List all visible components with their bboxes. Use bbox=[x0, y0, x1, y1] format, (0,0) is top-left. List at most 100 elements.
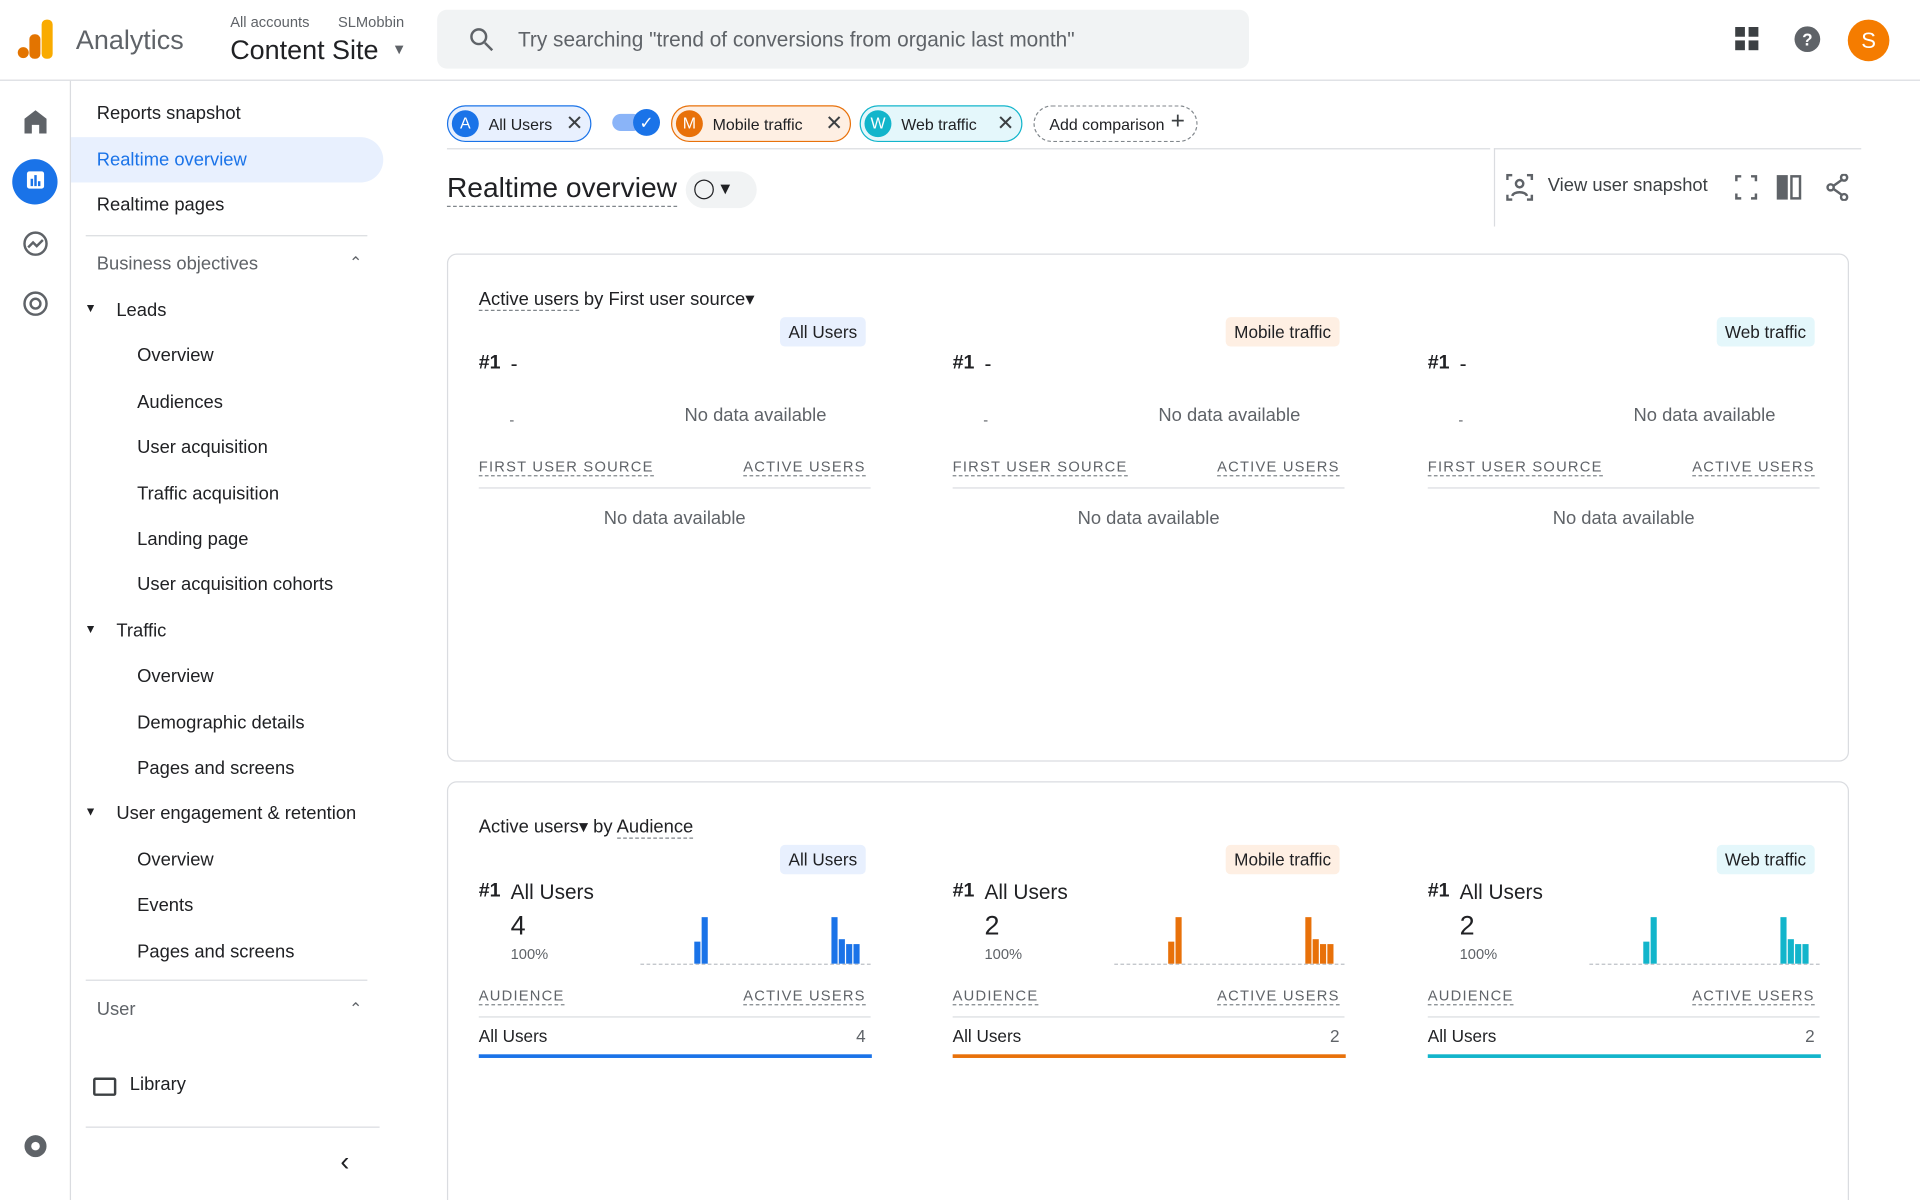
sparkline-bar bbox=[1643, 942, 1649, 964]
nav-item[interactable]: Overview bbox=[137, 850, 214, 871]
column-header[interactable]: ACTIVE USERS bbox=[743, 458, 865, 476]
divider bbox=[1428, 1016, 1820, 1017]
divider bbox=[479, 487, 871, 488]
rank: #1 bbox=[479, 353, 501, 375]
comparison-chip[interactable]: W Web traffic ✕ bbox=[860, 105, 1023, 142]
collapse[interactable]: ‹ bbox=[340, 1146, 349, 1178]
chevron: ⌃ bbox=[349, 253, 362, 273]
nav-item[interactable]: Overview bbox=[137, 666, 214, 687]
column-header[interactable]: FIRST USER SOURCE bbox=[953, 458, 1128, 476]
help-icon[interactable]: ? bbox=[1794, 26, 1821, 53]
nav-group[interactable]: User engagement & retention bbox=[116, 804, 356, 825]
chip-label: Mobile traffic bbox=[713, 115, 803, 133]
metric-value: 2 bbox=[984, 910, 999, 942]
column-header[interactable]: AUDIENCE bbox=[1428, 987, 1514, 1005]
chart-note: No data available bbox=[1633, 405, 1775, 426]
page-title[interactable]: Realtime overview bbox=[447, 171, 677, 207]
chip-remove[interactable]: ✕ bbox=[825, 111, 842, 135]
column-header[interactable]: FIRST USER SOURCE bbox=[1428, 458, 1603, 476]
nav-item[interactable]: Realtime overview bbox=[97, 149, 247, 170]
segment-label: Web traffic bbox=[1716, 317, 1814, 346]
add-plus: + bbox=[1171, 108, 1185, 136]
sparkline-base bbox=[1114, 964, 1344, 965]
column-header[interactable]: FIRST USER SOURCE bbox=[479, 458, 654, 476]
chip-remove[interactable]: ✕ bbox=[997, 111, 1014, 135]
comparison-chip[interactable]: MMobile traffic✕ bbox=[671, 105, 851, 142]
search-placeholder[interactable]: Try searching "trend of conversions from… bbox=[518, 28, 1075, 52]
apps-icon[interactable] bbox=[1735, 27, 1759, 51]
row-label: All Users bbox=[953, 1026, 1022, 1046]
sparkline-base bbox=[1589, 964, 1819, 965]
sparkline-bar bbox=[1780, 917, 1786, 964]
rank: #1 bbox=[1428, 353, 1450, 375]
property-name[interactable]: Content Site bbox=[230, 34, 378, 66]
chevron: ⌃ bbox=[349, 999, 362, 1019]
column-header[interactable]: ACTIVE USERS bbox=[1217, 987, 1339, 1005]
add-comparison[interactable]: Add comparison + bbox=[1033, 105, 1197, 142]
segment-label: Web traffic bbox=[1716, 845, 1814, 874]
add-label: Add comparison bbox=[1049, 115, 1164, 133]
caret: ▼ bbox=[84, 302, 96, 315]
sparkline-bar bbox=[1176, 917, 1182, 964]
rank: #1 bbox=[953, 353, 975, 375]
breadcrumb[interactable]: SLMobbin bbox=[338, 13, 404, 30]
dimension[interactable]: Audience bbox=[617, 817, 694, 839]
avatar[interactable]: S bbox=[1848, 20, 1890, 62]
nav-section[interactable]: Business objectives bbox=[97, 253, 258, 274]
nav-item[interactable]: User acquisition cohorts bbox=[137, 575, 333, 596]
nav-item[interactable]: Pages and screens bbox=[137, 758, 294, 779]
nav-item[interactable]: Landing page bbox=[137, 529, 248, 550]
sparkline-bar bbox=[1795, 944, 1801, 964]
chart-note: No data available bbox=[1158, 405, 1300, 426]
nav-item[interactable]: Events bbox=[137, 895, 193, 916]
card-title: Active users▾ by Audience bbox=[479, 816, 693, 838]
divider bbox=[479, 1016, 871, 1017]
nav-item[interactable]: Realtime pages bbox=[97, 195, 225, 216]
nav-item[interactable]: Traffic acquisition bbox=[137, 483, 279, 504]
nav-item[interactable]: Overview bbox=[137, 346, 214, 367]
chart-axis-label: - bbox=[983, 411, 988, 428]
divider bbox=[953, 1016, 1345, 1017]
breadcrumb: All accounts bbox=[230, 13, 309, 30]
top-item: - bbox=[1460, 353, 1467, 377]
nav-item[interactable]: User acquisition bbox=[137, 437, 268, 458]
snapshot-button[interactable]: View user snapshot bbox=[1548, 175, 1708, 196]
divider bbox=[1428, 487, 1820, 488]
column-header[interactable]: AUDIENCE bbox=[479, 987, 565, 1005]
chip-label: Web traffic bbox=[901, 115, 976, 133]
by: by bbox=[584, 289, 603, 310]
column-header[interactable]: ACTIVE USERS bbox=[743, 987, 865, 1005]
sparkline-bar bbox=[1651, 917, 1657, 964]
card: Active users by First user source▾All Us… bbox=[447, 253, 1849, 761]
metric[interactable]: Active users bbox=[479, 817, 579, 838]
dimension[interactable]: First user source bbox=[608, 289, 745, 310]
nav-item[interactable]: Pages and screens bbox=[137, 941, 294, 962]
nav-item[interactable]: Reports snapshot bbox=[97, 103, 241, 124]
caret: ▼ bbox=[392, 40, 407, 57]
nav-group[interactable]: Traffic bbox=[116, 621, 166, 642]
logo bbox=[17, 17, 54, 61]
title-status[interactable]: ◯ ▾ bbox=[686, 171, 757, 208]
chip-remove[interactable]: ✕ bbox=[566, 111, 583, 135]
rail-icons bbox=[22, 108, 51, 328]
settings-icon[interactable] bbox=[22, 1133, 49, 1160]
column-header[interactable]: ACTIVE USERS bbox=[1692, 987, 1814, 1005]
nav-item[interactable]: Demographic details bbox=[137, 712, 304, 733]
column-header[interactable]: AUDIENCE bbox=[953, 987, 1039, 1005]
metric-value: 2 bbox=[1460, 910, 1475, 942]
nav-item[interactable]: Audiences bbox=[137, 392, 223, 413]
chart-axis-label: - bbox=[1458, 411, 1463, 428]
chip-letter: W bbox=[864, 110, 891, 137]
nav-library[interactable]: Library bbox=[130, 1074, 186, 1095]
table-note: No data available bbox=[953, 508, 1345, 529]
column-header[interactable]: ACTIVE USERS bbox=[1692, 458, 1814, 476]
column-header[interactable]: ACTIVE USERS bbox=[1217, 458, 1339, 476]
comparison-chip[interactable]: AAll Users✕ bbox=[447, 105, 591, 142]
nav-section[interactable]: User bbox=[97, 999, 136, 1020]
metric-share: 100% bbox=[1460, 945, 1498, 962]
row-bar bbox=[1428, 1054, 1821, 1058]
nav-group[interactable]: Leads bbox=[116, 300, 166, 321]
top-item: - bbox=[984, 353, 991, 377]
metric[interactable]: Active users bbox=[479, 289, 579, 311]
